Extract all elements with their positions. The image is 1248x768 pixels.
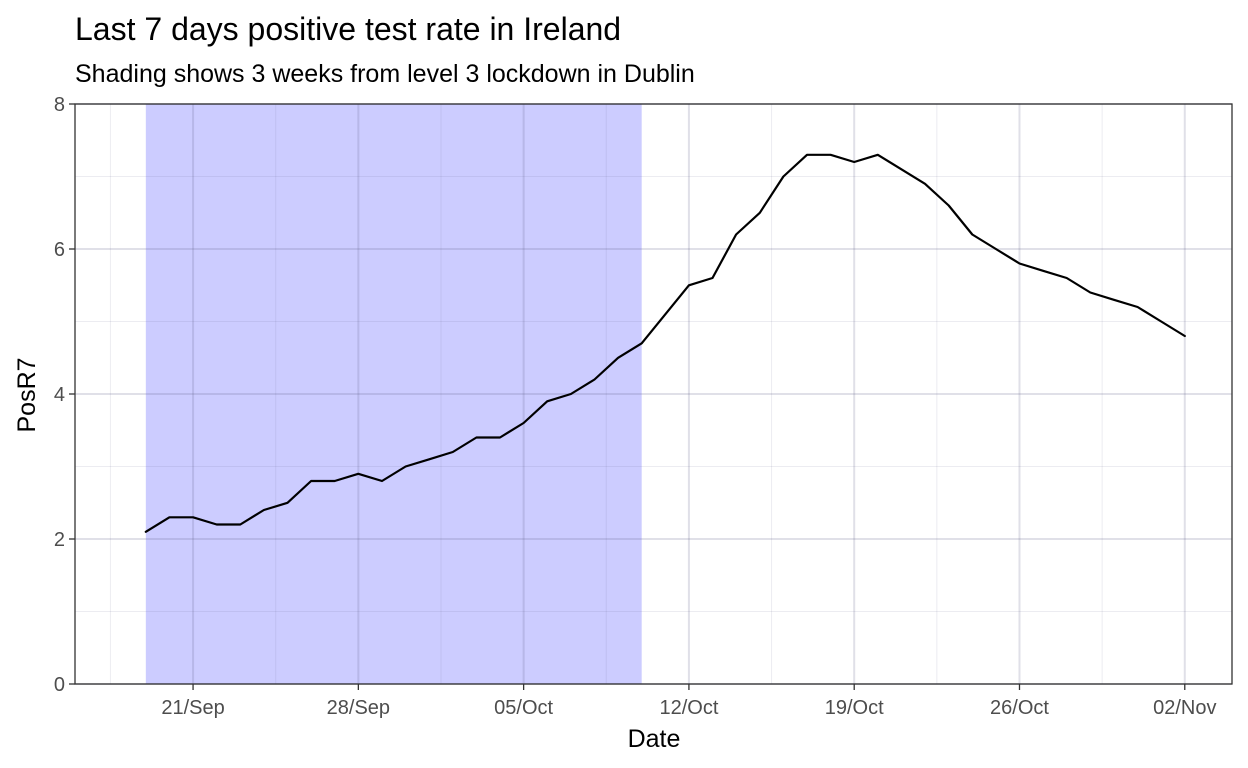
y-tick-label: 6 — [54, 239, 65, 261]
chart-title: Last 7 days positive test rate in Irelan… — [75, 11, 621, 47]
x-axis-title: Date — [628, 725, 681, 753]
chart-subtitle: Shading shows 3 weeks from level 3 lockd… — [75, 60, 695, 88]
series-layer — [144, 153, 1186, 533]
x-tick-label: 21/Sep — [161, 697, 224, 719]
y-axis-title: PosR7 — [13, 357, 41, 432]
y-tick-label: 4 — [54, 384, 65, 406]
x-tick-label: 12/Oct — [659, 697, 718, 719]
x-tick-label: 26/Oct — [990, 697, 1049, 719]
x-tick-label: 05/Oct — [494, 697, 553, 719]
lockdown-shading — [145, 104, 642, 684]
shading-rect — [145, 104, 642, 684]
y-tick-label: 2 — [54, 529, 65, 551]
x-tick-label: 19/Oct — [825, 697, 884, 719]
y-tick-label: 0 — [54, 674, 65, 696]
x-tick-label: 28/Sep — [327, 697, 390, 719]
series-line — [144, 153, 1186, 533]
x-tick-label: 02/Nov — [1153, 697, 1216, 719]
y-tick-label: 8 — [54, 94, 65, 116]
x-axis: 21/Sep 28/Sep 05/Oct 12/Oct 19/Oct 26/Oct 02/N… — [161, 684, 1216, 719]
y-axis: 0 2 4 6 8 — [54, 94, 75, 696]
